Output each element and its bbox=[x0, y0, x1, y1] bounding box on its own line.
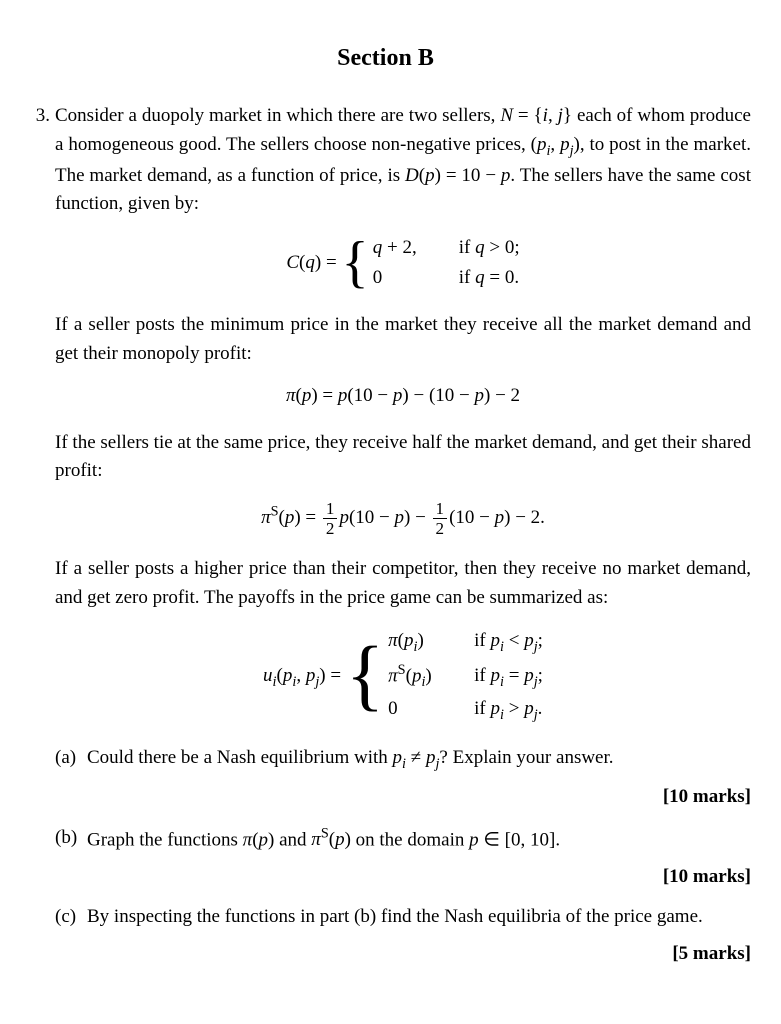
subpart-c: (c) By inspecting the functions in part … bbox=[55, 903, 751, 932]
payoff-lhs: ui(pi, pj) = bbox=[263, 665, 346, 686]
subpart-b: (b) Graph the functions π(p) and πS(p) o… bbox=[55, 824, 751, 855]
payoff-equation: ui(pi, pj) = { π(pi)if pi < pj; πS(pi)if… bbox=[55, 626, 751, 726]
payoff-cases: { π(pi)if pi < pj; πS(pi)if pi = pj; 0if… bbox=[346, 626, 543, 726]
payoff-case2-left: πS(pi) bbox=[388, 659, 474, 694]
subpart-b-text-2: and bbox=[274, 829, 311, 850]
marks-c: [5 marks] bbox=[55, 940, 751, 969]
monopoly-paragraph: If a seller posts the minimum price in t… bbox=[55, 311, 751, 368]
subpart-b-text-3: on the domain bbox=[351, 829, 469, 850]
subpart-a-body: Could there be a Nash equilibrium with p… bbox=[87, 744, 751, 775]
intro-math-N: N = {i, j} bbox=[500, 105, 572, 126]
payoff-case1-right: if pi < pj; bbox=[474, 626, 543, 659]
brace-icon: { bbox=[346, 646, 384, 706]
cost-case2-left: 0 bbox=[373, 263, 459, 293]
monopoly-eq: π(p) = p(10 − p) − (10 − p) − 2 bbox=[286, 385, 520, 406]
shared-paragraph: If the sellers tie at the same price, th… bbox=[55, 429, 751, 486]
shared-eq: πS(p) = 12p(10 − p) − 12(10 − p) − 2. bbox=[261, 507, 545, 528]
subpart-a-label: (a) bbox=[55, 744, 87, 773]
cost-cases: { q + 2,if q > 0; 0if q = 0. bbox=[341, 233, 519, 294]
subpart-a-text-1: Could there be a Nash equilibrium with bbox=[87, 747, 393, 768]
subpart-a: (a) Could there be a Nash equilibrium wi… bbox=[55, 744, 751, 775]
payoff-case1-left: π(pi) bbox=[388, 626, 474, 659]
subpart-b-math-1: π(p) bbox=[243, 829, 275, 850]
brace-icon: { bbox=[341, 240, 368, 286]
payoff-case2-right: if pi = pj; bbox=[474, 661, 543, 694]
subpart-b-text-1: Graph the functions bbox=[87, 829, 243, 850]
shared-profit-equation: πS(p) = 12p(10 − p) − 12(10 − p) − 2. bbox=[55, 500, 751, 537]
subpart-c-label: (c) bbox=[55, 903, 87, 932]
intro-math-prices: (pi, pj) bbox=[531, 134, 580, 155]
intro-text-1: Consider a duopoly market in which there… bbox=[55, 105, 500, 126]
subpart-a-math: pi ≠ pj bbox=[393, 747, 440, 768]
cost-function-equation: C(q) = { q + 2,if q > 0; 0if q = 0. bbox=[55, 233, 751, 294]
cost-case1-left: q + 2, bbox=[373, 233, 459, 263]
cost-case1-right: if q > 0; bbox=[459, 233, 520, 263]
subpart-a-text-2: ? Explain your answer. bbox=[439, 747, 613, 768]
cost-lhs: C(q) = bbox=[286, 251, 341, 272]
question-container: 3. Consider a duopoly market in which th… bbox=[20, 102, 751, 980]
cost-case2-right: if q = 0. bbox=[459, 263, 519, 293]
payoff-case3-left: 0 bbox=[388, 694, 474, 724]
subpart-b-math-2: πS(p) bbox=[311, 829, 351, 850]
subpart-b-label: (b) bbox=[55, 824, 87, 853]
question-number: 3. bbox=[20, 102, 55, 131]
question-body: Consider a duopoly market in which there… bbox=[55, 102, 751, 980]
subpart-c-body: By inspecting the functions in part (b) … bbox=[87, 903, 751, 932]
marks-b: [10 marks] bbox=[55, 863, 751, 892]
intro-math-demand: D(p) = 10 − p bbox=[405, 165, 510, 186]
payoff-case3-right: if pi > pj. bbox=[474, 694, 542, 727]
section-title: Section B bbox=[20, 40, 751, 76]
intro-paragraph: Consider a duopoly market in which there… bbox=[55, 102, 751, 219]
zero-profit-paragraph: If a seller posts a higher price than th… bbox=[55, 555, 751, 612]
subpart-b-math-3: p ∈ [0, 10] bbox=[469, 829, 555, 850]
subpart-b-text-4: . bbox=[555, 829, 560, 850]
subpart-b-body: Graph the functions π(p) and πS(p) on th… bbox=[87, 824, 751, 855]
marks-a: [10 marks] bbox=[55, 783, 751, 812]
monopoly-profit-equation: π(p) = p(10 − p) − (10 − p) − 2 bbox=[55, 382, 751, 411]
